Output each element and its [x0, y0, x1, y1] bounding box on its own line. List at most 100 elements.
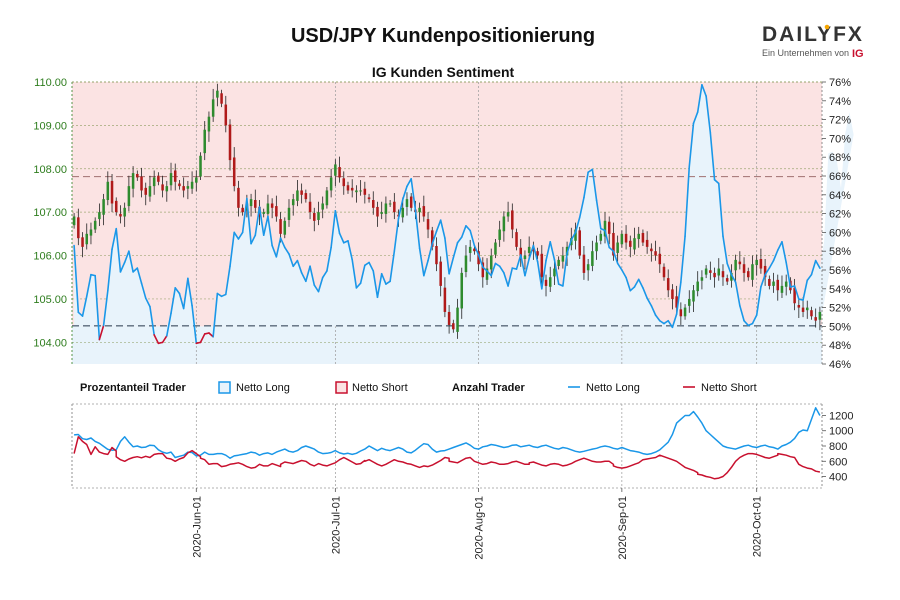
net-long-pct-segment — [654, 314, 661, 322]
net-long-pct-segment — [515, 254, 522, 270]
candle — [98, 203, 101, 227]
candle-body — [452, 323, 455, 330]
net-long-pct-segment — [549, 241, 556, 261]
net-long-pct-segment — [115, 227, 122, 273]
candle — [704, 265, 708, 279]
candle — [784, 274, 788, 296]
net-long-pct-segment — [229, 231, 236, 268]
price-tick-label: 105.00 — [33, 294, 67, 306]
percent-tick-label: 70% — [829, 133, 851, 145]
legend-group-count: Anzahl Trader — [452, 382, 525, 394]
candle — [405, 192, 409, 216]
net-long-pct-segment — [77, 311, 84, 317]
legend-group-percent: Prozentanteil Trader — [80, 382, 186, 394]
net-long-pct-segment — [688, 122, 695, 168]
legend-long-cnt: Netto Long — [586, 382, 640, 394]
candle-body — [367, 197, 371, 200]
net-long-pct-segment — [313, 284, 320, 293]
candle-body — [650, 248, 653, 252]
candle — [506, 201, 510, 222]
count-tick-label: 1000 — [829, 426, 853, 438]
net-long-pct-segment — [646, 297, 653, 307]
net-long-pct-segment — [713, 178, 720, 185]
candle-body — [620, 233, 624, 245]
net-long-pct-segment — [717, 182, 724, 237]
percent-tick-label: 64% — [829, 190, 851, 202]
candle-body — [709, 270, 712, 273]
candle — [810, 306, 813, 320]
candle — [359, 180, 362, 196]
candle — [759, 248, 763, 274]
net-long-pct-segment — [406, 178, 412, 188]
percent-tick-label: 68% — [829, 152, 851, 164]
candle-body — [818, 311, 822, 320]
candle-body — [123, 207, 126, 217]
net-long-pct-segment — [330, 209, 337, 249]
candle — [725, 274, 729, 286]
candle-body — [169, 173, 173, 186]
candle-body — [515, 232, 518, 247]
candle — [110, 173, 114, 213]
candle-body — [641, 232, 645, 243]
net-long-pct-segment — [401, 185, 408, 201]
candle — [211, 88, 215, 122]
net-long-pct-segment — [730, 273, 737, 284]
net-long-pct-segment — [532, 244, 539, 263]
candle-body — [405, 199, 409, 207]
net-long-pct-segment — [519, 254, 526, 277]
candle — [709, 261, 712, 280]
net-long-pct-segment — [507, 267, 514, 287]
net-long-pct-segment — [709, 131, 716, 181]
candle — [599, 230, 603, 245]
net-long-pct-segment — [595, 199, 602, 230]
candle-body — [182, 186, 185, 191]
candle-body — [376, 206, 379, 217]
net-long-pct-segment — [658, 319, 665, 325]
candle-body — [308, 201, 312, 213]
candle-body — [254, 200, 257, 208]
net-long-pct-segment — [528, 244, 535, 260]
net-long-pct-segment — [431, 230, 438, 245]
candle-body — [473, 248, 476, 252]
net-long-pct-segment — [701, 84, 707, 97]
candle — [283, 217, 287, 239]
candle-body — [426, 219, 430, 230]
candle — [671, 284, 674, 310]
percent-tick-label: 50% — [829, 321, 851, 333]
candle — [641, 229, 645, 246]
net-long-pct-segment — [435, 219, 442, 233]
candle-body — [325, 190, 329, 206]
net-long-count-line — [74, 407, 821, 459]
candle — [464, 245, 468, 278]
candle — [519, 239, 522, 267]
candle — [780, 275, 784, 299]
count-tick-label: 800 — [829, 441, 847, 453]
price-tick-label: 106.00 — [33, 251, 67, 263]
candle-body — [304, 193, 308, 200]
candle-body — [291, 199, 295, 206]
net-long-pct-segment — [102, 289, 109, 327]
candle — [195, 170, 198, 192]
candle-body — [232, 157, 236, 187]
net-long-pct-segment — [473, 244, 480, 256]
candle-body — [759, 259, 763, 269]
percent-tick-label: 48% — [829, 340, 851, 352]
candle-body — [393, 201, 396, 213]
candle-body — [136, 173, 139, 178]
candle-body — [359, 190, 362, 192]
count-panel-axes — [71, 403, 823, 489]
legend-short-pct: Netto Short — [352, 382, 408, 394]
net-long-pct-segment — [144, 297, 151, 308]
candle-body — [730, 272, 733, 281]
chart-subtitle: IG Kunden Sentiment — [372, 64, 515, 80]
candle — [700, 270, 704, 290]
net-long-pct-segment — [490, 262, 497, 277]
net-long-pct-segment — [629, 286, 636, 292]
candle-body — [772, 281, 775, 286]
candle — [241, 204, 244, 216]
net-long-pct-segment — [224, 265, 231, 296]
candle-body — [704, 268, 708, 275]
candle-body — [313, 213, 316, 221]
date-tick-label: 2020-Jun-01 — [191, 496, 203, 558]
candle — [334, 159, 337, 187]
